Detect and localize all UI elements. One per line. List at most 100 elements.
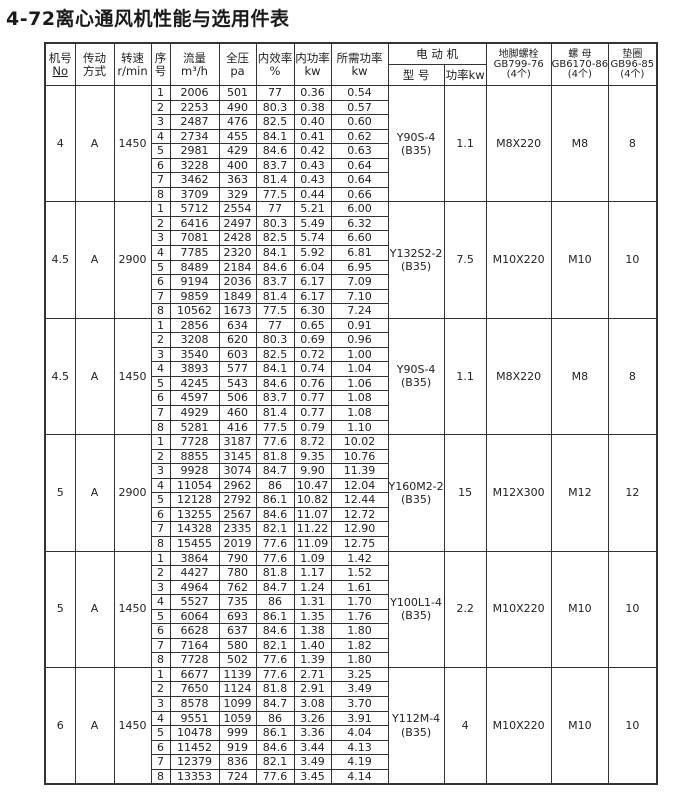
seq: 8 xyxy=(150,186,171,203)
table-row: 3 3540 603 82.5 0.72 1.00 xyxy=(45,346,657,363)
seq: 1 xyxy=(150,85,171,101)
motor-model-name: Y112M-4 xyxy=(391,712,441,726)
motor-power: 4 xyxy=(443,666,487,785)
seq: 5 xyxy=(150,492,171,508)
washer: 10 xyxy=(608,201,658,319)
flow: 3709 xyxy=(169,186,220,203)
seq: 2 xyxy=(150,681,171,697)
seq: 8 xyxy=(150,535,171,552)
seq: 3 xyxy=(150,114,171,130)
pressure: 502 xyxy=(218,652,257,668)
nut: M12 xyxy=(550,434,610,552)
efficiency: 86.1 xyxy=(255,492,295,508)
internal-power: 2.91 xyxy=(293,681,332,697)
required-power: 1.80 xyxy=(330,623,389,639)
motor-mount: (B35) xyxy=(401,143,432,157)
required-power: 1.10 xyxy=(330,419,389,436)
efficiency: 83.7 xyxy=(255,157,295,174)
pressure: 506 xyxy=(218,390,257,407)
flow: 15455 xyxy=(169,535,220,552)
motor-model-name: Y90S-4 xyxy=(396,363,436,377)
required-power: 12.90 xyxy=(330,521,389,537)
required-power: 0.64 xyxy=(330,172,389,188)
flow: 5527 xyxy=(169,594,220,610)
pressure: 762 xyxy=(218,579,257,596)
required-power: 7.09 xyxy=(330,274,389,290)
efficiency: 84.6 xyxy=(255,623,295,639)
seq: 7 xyxy=(150,405,171,421)
pressure: 329 xyxy=(218,186,257,203)
table-row: 7 14328 2335 82.1 11.22 12.90 xyxy=(45,521,657,537)
required-power: 0.62 xyxy=(330,128,389,145)
washer: 10 xyxy=(608,666,658,785)
motor-model-name: Y160M2-2 xyxy=(388,479,444,493)
anchor-bolt: M10X220 xyxy=(485,666,552,785)
seq: 7 xyxy=(150,521,171,537)
flow: 2734 xyxy=(169,128,220,145)
table-row: 3 9928 3074 84.7 9.90 11.39 xyxy=(45,463,657,479)
table-row: 6 11452 919 84.6 3.44 4.13 xyxy=(45,739,657,756)
efficiency: 81.4 xyxy=(255,288,295,305)
seq: 4 xyxy=(150,710,171,727)
required-power: 4.04 xyxy=(330,725,389,741)
flow: 13255 xyxy=(169,506,220,523)
required-power: 12.72 xyxy=(330,506,389,523)
efficiency: 77.6 xyxy=(255,434,295,450)
seq: 8 xyxy=(150,652,171,668)
fan-number: 4 xyxy=(44,84,76,203)
efficiency: 81.8 xyxy=(255,681,295,697)
internal-power: 9.35 xyxy=(293,448,332,465)
header-flow: 流量 m³/h xyxy=(169,42,220,86)
flow: 8578 xyxy=(169,695,220,712)
internal-power: 0.65 xyxy=(293,317,332,334)
seq: 5 xyxy=(150,608,171,625)
required-power: 0.57 xyxy=(330,99,389,116)
required-power: 3.25 xyxy=(330,666,389,683)
internal-power: 0.38 xyxy=(293,99,332,116)
speed: 1450 xyxy=(113,84,152,203)
internal-power: 6.30 xyxy=(293,303,332,319)
speed: 1450 xyxy=(113,666,152,785)
internal-power: 10.47 xyxy=(293,477,332,494)
required-power: 6.60 xyxy=(330,230,389,247)
seq: 4 xyxy=(150,128,171,145)
pressure: 999 xyxy=(218,725,257,741)
pressure: 3187 xyxy=(218,434,257,450)
efficiency: 82.1 xyxy=(255,754,295,770)
drive-type: A xyxy=(74,317,115,436)
drive-type: A xyxy=(74,434,115,552)
internal-power: 0.44 xyxy=(293,186,332,203)
seq: 7 xyxy=(150,637,171,654)
internal-power: 6.04 xyxy=(293,259,332,276)
required-power: 12.75 xyxy=(330,535,389,552)
pressure: 2962 xyxy=(218,477,257,494)
motor-power: 1.1 xyxy=(443,84,487,203)
internal-power: 3.44 xyxy=(293,739,332,756)
flow: 14328 xyxy=(169,521,220,537)
required-power: 1.70 xyxy=(330,594,389,610)
pressure: 1849 xyxy=(218,288,257,305)
flow: 11054 xyxy=(169,477,220,494)
nut: M10 xyxy=(550,550,610,668)
seq: 6 xyxy=(150,739,171,756)
seq: 4 xyxy=(150,477,171,494)
efficiency: 80.3 xyxy=(255,99,295,116)
nut: M10 xyxy=(550,666,610,785)
motor-model-name: Y100L1-4 xyxy=(390,596,442,609)
internal-power: 0.43 xyxy=(293,157,332,174)
seq: 6 xyxy=(150,390,171,407)
seq: 4 xyxy=(150,594,171,610)
flow: 11452 xyxy=(169,739,220,756)
table-row: 5 A 2900 1 7728 3187 77.6 8.72 10.02 Y160M2-2 (B35… xyxy=(44,434,658,552)
header-motor-model: 型 号 xyxy=(387,64,445,86)
pressure: 2792 xyxy=(218,492,257,508)
efficiency: 83.7 xyxy=(255,390,295,407)
motor-model: Y132S2-2 (B35) xyxy=(387,201,445,319)
internal-power: 0.72 xyxy=(293,346,332,363)
efficiency: 84.1 xyxy=(255,128,295,145)
required-power: 1.76 xyxy=(330,608,389,625)
required-power: 0.91 xyxy=(330,317,389,334)
internal-power: 5.74 xyxy=(293,230,332,247)
motor-model-name: Y132S2-2 xyxy=(389,246,443,260)
pressure: 2320 xyxy=(218,245,257,261)
